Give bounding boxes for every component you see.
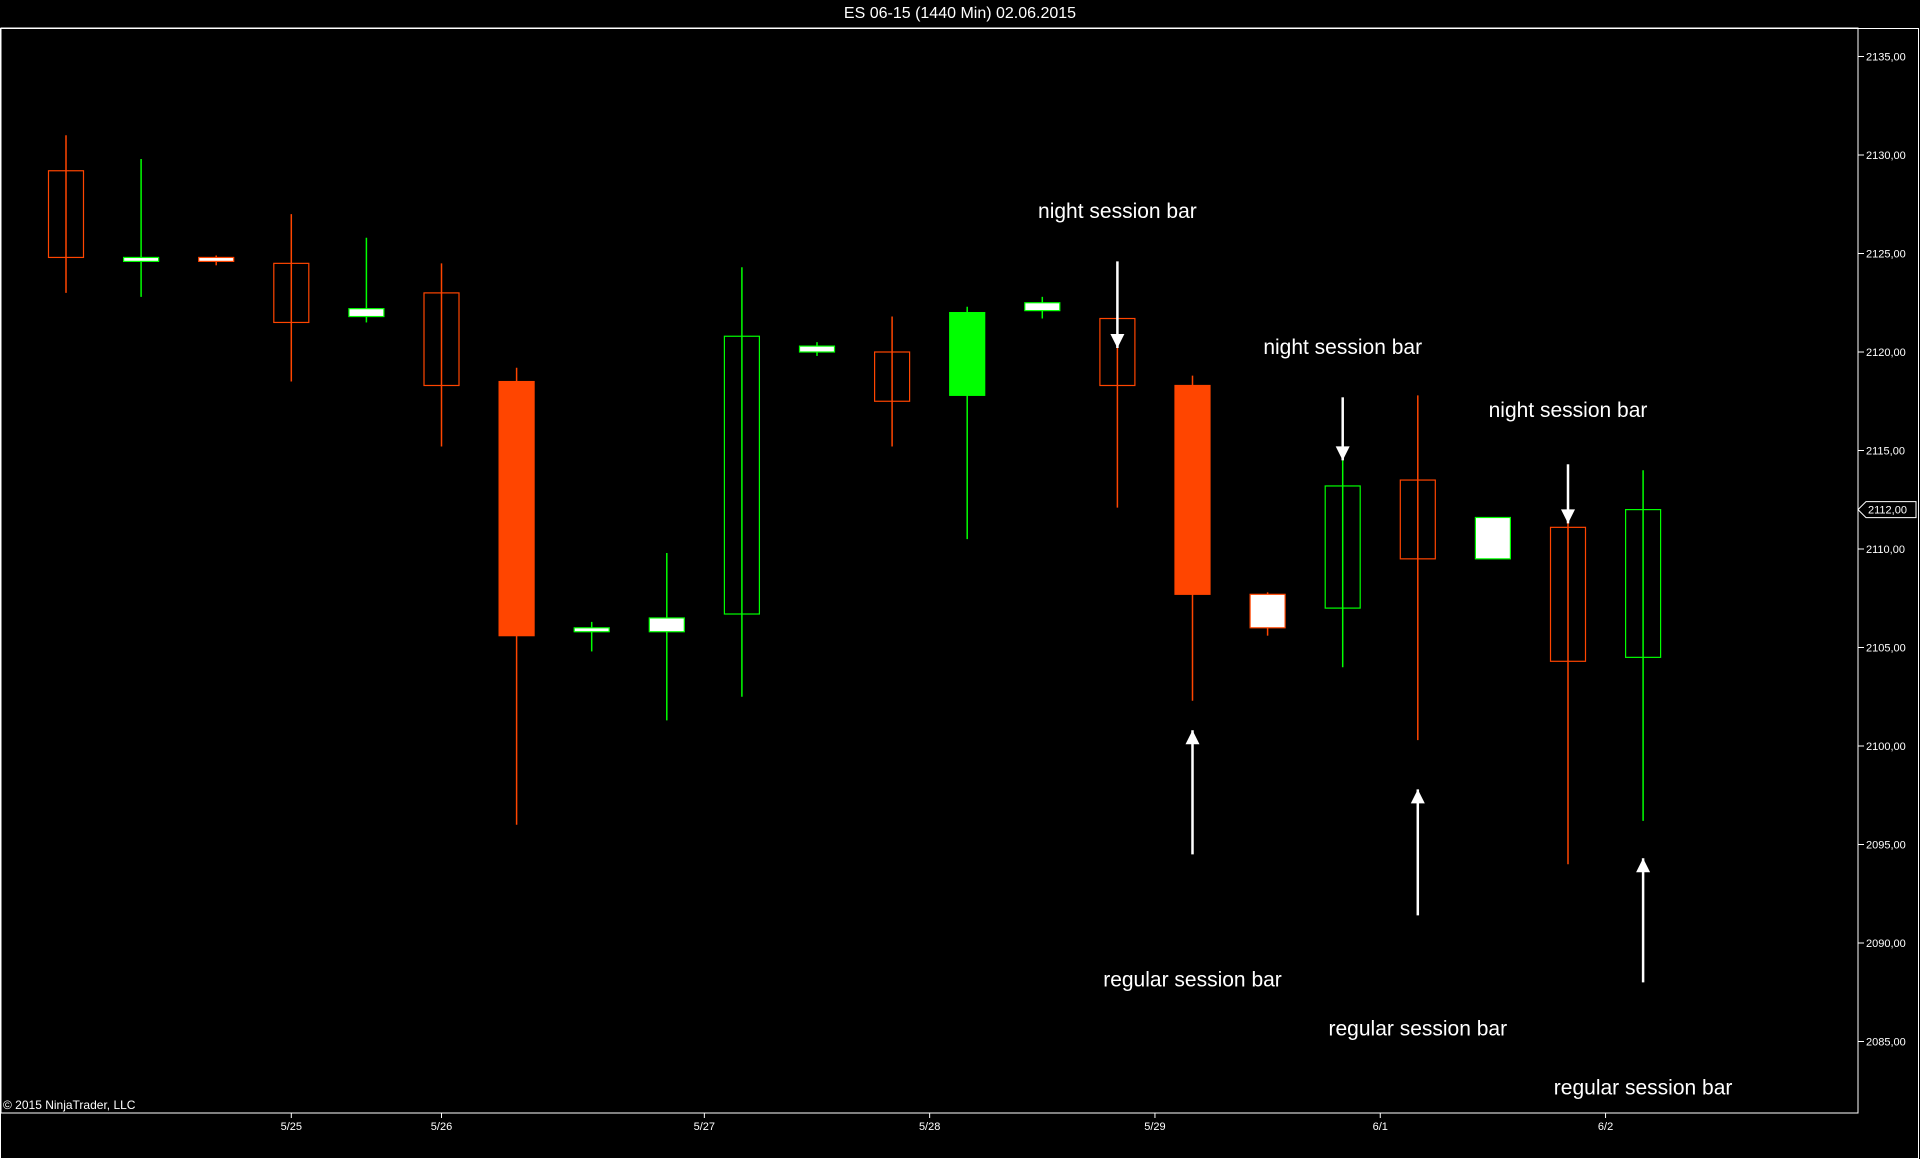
annotation: regular session bar <box>1554 858 1733 1100</box>
last-price-marker: 2112,00 <box>1857 501 1917 519</box>
x-tick-label: 5/27 <box>694 1121 715 1133</box>
x-tick-label: 5/29 <box>1144 1121 1165 1133</box>
annotation-label: regular session bar <box>1329 1018 1508 1041</box>
y-tick-label: 2130,00 <box>1866 150 1906 162</box>
plot-frame <box>0 27 1859 1114</box>
y-tick-label: 2100,00 <box>1866 741 1906 753</box>
price-axis[interactable]: 2135,00 2130,00 2125,00 2120,00 2115,00 2110,… <box>1858 52 1906 1049</box>
annotations: night session bar regular session bar nigh… <box>1038 200 1732 1100</box>
candle <box>798 342 836 356</box>
candle-body <box>122 256 160 262</box>
candle-body <box>348 308 385 318</box>
chart-title: ES 06-15 (1440 Min) 02.06.2015 <box>843 5 1077 22</box>
y-tick-label: 2090,00 <box>1866 938 1906 950</box>
candle-body <box>1549 526 1587 662</box>
candle-body <box>1474 516 1512 560</box>
candle <box>273 214 310 382</box>
x-tick-label: 6/2 <box>1598 1121 1613 1133</box>
candle-body <box>1399 479 1436 560</box>
y-tick-label: 2085,00 <box>1866 1037 1906 1049</box>
candle-body <box>798 345 836 353</box>
candle-body <box>723 335 761 615</box>
candlestick-series <box>47 135 1662 865</box>
annotation-arrow-head <box>1561 509 1575 524</box>
y-tick-label: 2095,00 <box>1866 840 1906 852</box>
y-tick-label: 2110,00 <box>1866 544 1905 556</box>
chart-border <box>0 28 1919 1159</box>
annotation-label: night session bar <box>1038 200 1197 223</box>
candle-body <box>1174 384 1211 595</box>
candle-body <box>498 380 535 637</box>
y-tick-label: 2120,00 <box>1866 347 1906 359</box>
annotation-arrow-head <box>1110 334 1125 349</box>
y-tick-label: 2125,00 <box>1866 249 1906 261</box>
candle <box>1174 375 1211 701</box>
candle <box>47 135 85 293</box>
candle <box>573 621 610 652</box>
annotation: regular session bar <box>1103 730 1282 991</box>
candle <box>1324 434 1361 668</box>
annotation: night session bar <box>1038 200 1197 349</box>
candle-body <box>273 262 310 324</box>
candle <box>498 367 535 825</box>
last-price-box <box>1857 501 1917 519</box>
candle <box>723 267 761 697</box>
candle <box>873 316 911 447</box>
candle-body <box>949 312 986 396</box>
candle <box>1399 395 1436 741</box>
annotation-label: night session bar <box>1263 336 1422 359</box>
candle-body <box>873 351 911 402</box>
y-tick-label: 2135,00 <box>1866 52 1906 64</box>
candle-body <box>1324 485 1361 609</box>
candle <box>1549 491 1587 865</box>
y-tick-label: 2115,00 <box>1866 446 1905 458</box>
annotation-arrow-head <box>1636 858 1651 873</box>
annotation-arrow-head <box>1335 446 1350 461</box>
candle <box>122 158 160 297</box>
last-price-label: 2112,00 <box>1868 505 1907 517</box>
candle-body <box>423 292 460 387</box>
candle <box>1474 516 1512 560</box>
candle-body <box>47 170 85 259</box>
time-axis[interactable]: 5/25 5/26 5/27 5/28 5/29 6/1 6/2 <box>281 1113 1614 1133</box>
candle <box>348 237 385 323</box>
annotation-arrow-head <box>1410 789 1425 804</box>
candle <box>1624 470 1662 821</box>
candle-body <box>198 256 235 262</box>
x-tick-label: 6/1 <box>1373 1121 1388 1133</box>
annotation: night session bar <box>1489 399 1648 524</box>
candle-body <box>1249 593 1286 629</box>
annotation-label: regular session bar <box>1554 1077 1733 1100</box>
candle-body <box>648 617 685 633</box>
candle-body <box>1624 509 1662 658</box>
x-tick-label: 5/28 <box>919 1121 940 1133</box>
candle <box>198 255 235 266</box>
candle-body <box>573 627 610 633</box>
copyright-text: © 2015 NinjaTrader, LLC <box>3 1098 136 1112</box>
y-tick-label: 2105,00 <box>1866 643 1906 655</box>
x-tick-label: 5/25 <box>281 1121 302 1133</box>
annotation-label: regular session bar <box>1103 968 1282 991</box>
candle <box>423 263 460 447</box>
candle <box>648 552 685 721</box>
x-tick-label: 5/26 <box>431 1121 452 1133</box>
candle <box>1024 296 1061 319</box>
annotation-label: night session bar <box>1489 399 1648 422</box>
candle <box>1249 592 1286 636</box>
candle-body <box>1024 302 1061 312</box>
annotation: regular session bar <box>1329 789 1508 1041</box>
annotation: night session bar <box>1263 336 1422 461</box>
annotation-arrow-head <box>1185 730 1200 745</box>
candle <box>949 306 986 540</box>
